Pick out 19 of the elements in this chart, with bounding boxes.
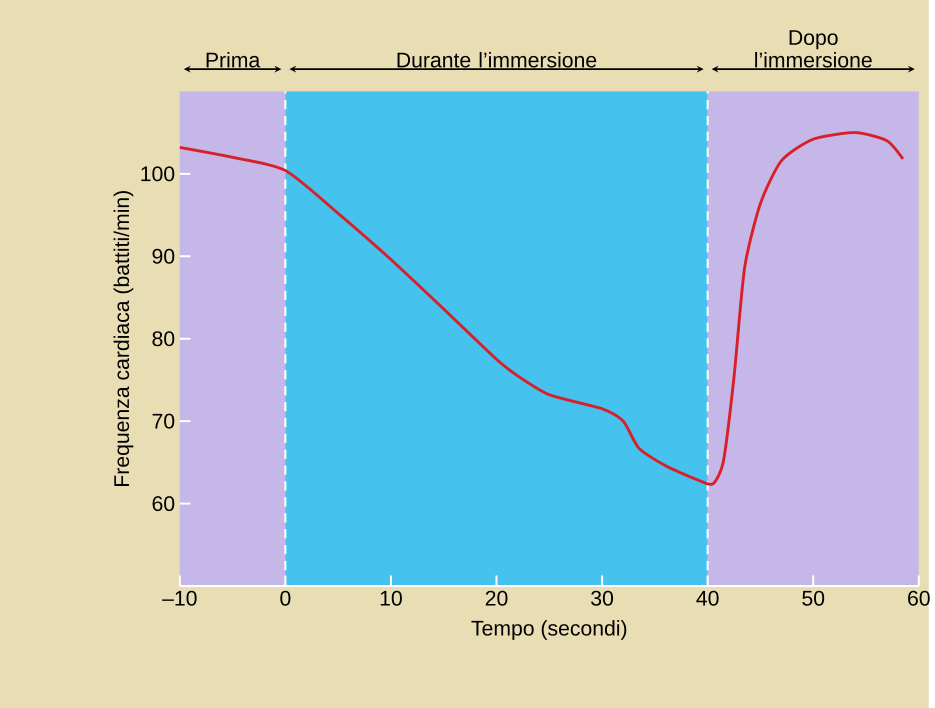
band-label: Dopo l’immersione [755, 30, 872, 68]
y-tick-label: 60 [152, 496, 174, 511]
y-tick-label: 70 [152, 414, 174, 429]
x-tick-label: –10 [162, 590, 197, 606]
band-label: Prima [206, 52, 260, 68]
x-axis-title: Tempo (secondi) [471, 620, 626, 640]
line-series [178, 131, 904, 486]
x-tick-label: 60 [908, 590, 930, 606]
x-tick-label: 10 [380, 590, 402, 606]
x-tick-label: 50 [802, 590, 824, 606]
y-axis-title: Frequenza cardiaca (battiti/min) [114, 190, 134, 486]
x-tick-label: 0 [280, 590, 290, 606]
band-label: Durante l’immersione [398, 52, 596, 68]
x-tick-label: 20 [486, 590, 508, 606]
y-tick-label: 90 [152, 248, 174, 264]
x-tick-label: 30 [591, 590, 614, 606]
y-tick-label: 100 [141, 166, 174, 182]
x-tick-label: 40 [696, 590, 719, 606]
y-tick-label: 80 [152, 331, 174, 346]
